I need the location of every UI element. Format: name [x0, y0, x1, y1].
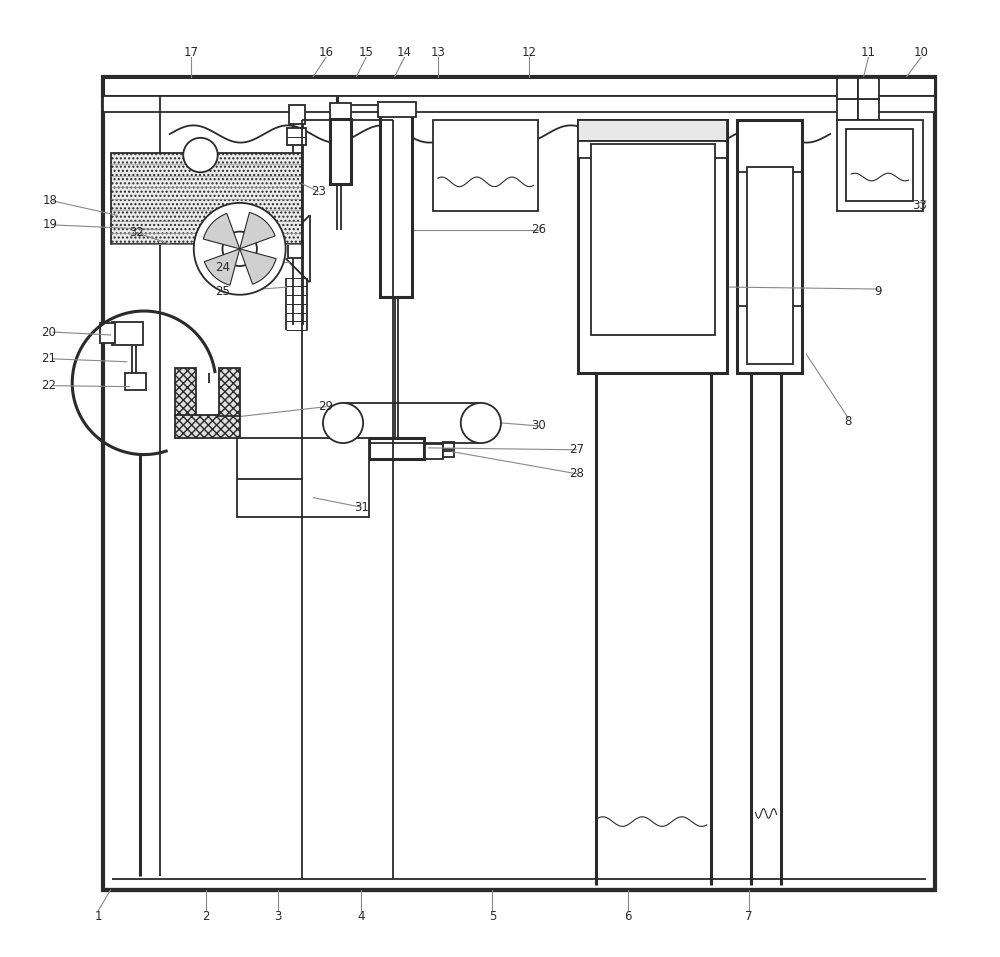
Bar [237, 438, 369, 517]
Bar [737, 120, 802, 373]
Text: 28: 28 [569, 467, 584, 480]
Wedge shape [240, 212, 275, 249]
Bar [747, 167, 793, 364]
Bar [100, 323, 115, 343]
Bar [858, 78, 879, 99]
Circle shape [222, 232, 257, 266]
Bar [103, 77, 935, 96]
Bar [846, 129, 913, 201]
Text: 24: 24 [215, 261, 230, 275]
Text: 30: 30 [531, 419, 546, 433]
Bar [578, 141, 727, 158]
Bar [578, 120, 727, 141]
Text: 9: 9 [874, 285, 882, 299]
Bar [330, 119, 351, 184]
Bar [425, 444, 443, 459]
Wedge shape [204, 249, 240, 285]
Bar [125, 373, 146, 390]
Text: 14: 14 [397, 46, 412, 59]
Bar [443, 442, 454, 449]
Bar [289, 105, 305, 124]
Text: 29: 29 [318, 400, 333, 413]
Text: 33: 33 [912, 199, 927, 212]
Text: 3: 3 [274, 910, 282, 924]
Text: 31: 31 [354, 501, 369, 514]
Bar [837, 78, 858, 99]
Bar [103, 96, 935, 112]
Bar [380, 115, 412, 297]
Text: 17: 17 [183, 46, 198, 59]
Text: 12: 12 [521, 46, 536, 59]
Text: 4: 4 [357, 910, 365, 924]
Bar [591, 144, 715, 335]
Bar [433, 120, 538, 211]
Text: 1: 1 [94, 910, 102, 924]
Bar [837, 120, 923, 211]
Text: 15: 15 [359, 46, 373, 59]
Bar [369, 438, 424, 459]
Bar [219, 368, 240, 416]
Text: 20: 20 [41, 325, 56, 339]
Bar [837, 99, 858, 120]
Bar [378, 102, 416, 117]
Text: 21: 21 [41, 352, 56, 366]
Text: 7: 7 [745, 910, 753, 924]
Circle shape [194, 203, 286, 295]
Text: 26: 26 [531, 223, 546, 236]
Text: 2: 2 [202, 910, 210, 924]
Text: 10: 10 [914, 46, 929, 59]
Bar [288, 160, 302, 174]
Text: 32: 32 [129, 226, 144, 239]
Circle shape [323, 403, 363, 443]
Text: 22: 22 [41, 379, 56, 392]
Bar [330, 103, 351, 119]
Wedge shape [203, 213, 240, 249]
Text: 5: 5 [489, 910, 496, 924]
Text: 6: 6 [624, 910, 632, 924]
Text: 16: 16 [318, 46, 333, 59]
Text: 13: 13 [430, 46, 445, 59]
Text: 23: 23 [311, 185, 326, 198]
Text: 8: 8 [845, 414, 852, 428]
Text: 27: 27 [569, 443, 584, 456]
Bar [103, 77, 935, 890]
Text: 11: 11 [861, 46, 876, 59]
Bar [288, 241, 303, 258]
Bar [443, 451, 454, 457]
Text: 25: 25 [215, 285, 230, 299]
Wedge shape [240, 249, 276, 284]
Bar [112, 322, 143, 345]
Bar [111, 153, 302, 244]
Text: 19: 19 [43, 218, 58, 232]
Bar [287, 128, 306, 145]
Circle shape [183, 138, 218, 172]
Bar [858, 99, 879, 120]
Bar [578, 120, 727, 373]
Text: 18: 18 [43, 194, 58, 208]
Circle shape [461, 403, 501, 443]
Bar [175, 415, 240, 438]
Bar [175, 368, 196, 416]
